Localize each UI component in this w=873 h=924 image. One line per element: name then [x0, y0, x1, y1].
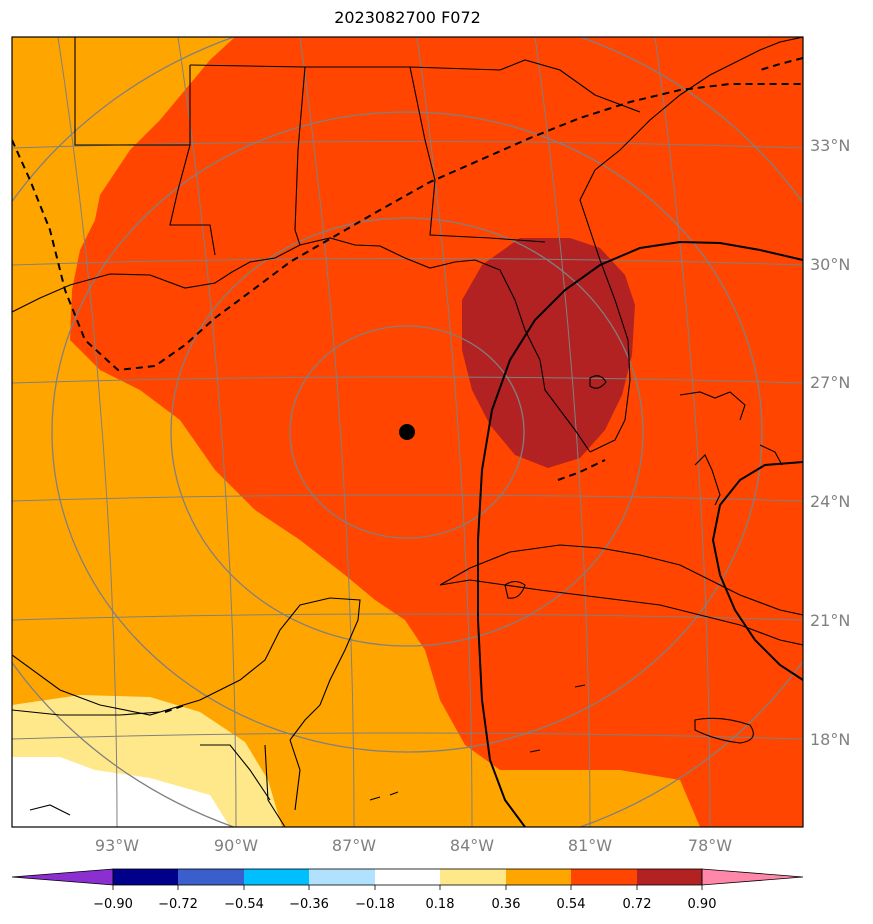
colorbar-ticks [112, 885, 703, 890]
colorbar-tick-label: −0.36 [289, 897, 329, 912]
colorbar-segment [506, 869, 571, 885]
lat-label: 24°N [810, 492, 850, 511]
longitude-labels: 93°W 90°W 87°W 84°W 81°W 78°W [95, 836, 732, 855]
graticule [12, 37, 803, 827]
map-title: 2023082700 F072 [334, 8, 481, 27]
colorbar-tick-label: −0.90 [93, 897, 133, 912]
colorbar-tick-label: 0.54 [557, 897, 586, 912]
range-rings [12, 37, 803, 827]
colorbar-tick-label: −0.72 [158, 897, 198, 912]
colorbar-extend-low [11, 868, 114, 886]
field-white [12, 757, 230, 827]
lon-label: 87°W [332, 836, 376, 855]
latitude-labels: 33°N 30°N 27°N 24°N 21°N 18°N [810, 136, 850, 749]
lat-label: 30°N [810, 255, 850, 274]
colorbar-tick-label: 0.90 [688, 897, 717, 912]
field-orange-red [70, 37, 803, 827]
lon-label: 90°W [214, 836, 258, 855]
colorbar-segment [113, 869, 178, 885]
colorbar-tick-label: 0.36 [492, 897, 521, 912]
field-dark-red [462, 238, 635, 468]
colorbar-segment [440, 869, 506, 885]
colorbar-segment [244, 869, 309, 885]
lon-label: 84°W [450, 836, 494, 855]
coastlines [12, 37, 803, 827]
lon-label: 93°W [95, 836, 139, 855]
lat-label: 21°N [810, 611, 850, 630]
solid-contours [477, 240, 803, 827]
colorbar-tick-label: 0.72 [623, 897, 652, 912]
map-frame [11, 36, 804, 828]
lat-label: 27°N [810, 373, 850, 392]
colorbar-segment [637, 869, 702, 885]
colorbar: −0.90 −0.72 −0.54 −0.36 −0.18 0.18 0.36 … [11, 868, 804, 912]
lon-label: 78°W [688, 836, 732, 855]
lat-label: 18°N [810, 730, 850, 749]
colorbar-frame [112, 868, 703, 886]
colorbar-tick-label: −0.54 [224, 897, 264, 912]
storm-center-dot [399, 424, 415, 440]
colorbar-tick-label: −0.18 [355, 897, 395, 912]
colorbar-segment [309, 869, 375, 885]
colorbar-segment [178, 869, 244, 885]
lat-label: 33°N [810, 136, 850, 155]
colorbar-segment [375, 869, 440, 885]
colorbar-extend-high [701, 868, 804, 886]
colorbar-tick-label: 0.18 [426, 897, 455, 912]
dashed-contours [12, 57, 803, 713]
map-area [12, 37, 803, 827]
colorbar-segment [571, 869, 637, 885]
lon-label: 81°W [568, 836, 612, 855]
